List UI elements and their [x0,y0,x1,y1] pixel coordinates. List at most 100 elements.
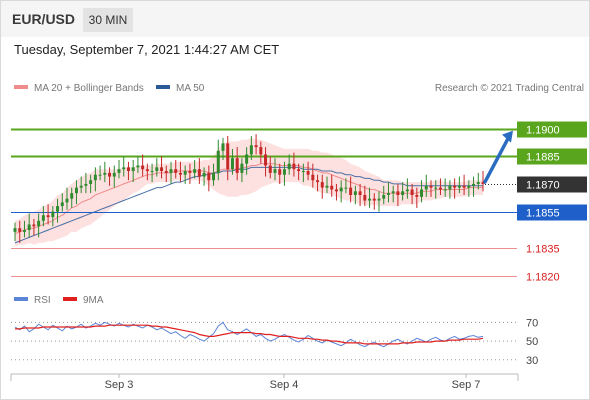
candle-body [316,180,320,183]
candle-body [245,154,249,164]
candle-body [368,198,372,201]
candle-body [37,220,41,227]
candle-body [117,169,121,173]
ma20-legend-swatch [14,85,28,89]
candle-body [391,191,395,194]
candle-body [174,169,178,173]
timeframe-button[interactable]: 30 MIN [83,8,133,32]
candle-body [268,165,272,173]
candle-body [273,169,277,173]
candle-body [448,185,452,190]
candle-body [330,185,334,190]
candle-body [169,169,173,173]
candle-body [207,172,211,181]
candle-body [254,145,258,148]
rsi-legend-label: RSI [34,295,51,306]
candle-body [358,191,362,195]
candle-body [131,167,135,172]
candle-body [178,172,182,175]
resistance-tag [517,121,587,138]
candle-body [32,224,36,227]
candle-body [18,228,22,232]
candle-body [22,230,26,232]
candle-body [65,198,69,203]
candle-body [325,185,329,188]
candle-body [472,183,476,186]
ma50-legend-swatch [156,85,170,89]
candle-body [386,193,390,195]
rsi-ma-legend-label: 9MA [83,295,104,306]
timestamp: Tuesday, September 7, 2021 1:44:27 AM CE… [14,42,280,57]
candle-body [410,189,414,195]
candle-body [453,185,457,188]
candle-body [353,191,357,195]
candle-body [424,185,428,190]
candle-body [401,191,405,195]
candle-body [278,169,282,175]
candle-body [160,167,164,172]
candle-body [434,187,438,189]
ma50-legend-label: MA 50 [176,83,205,94]
candle-body [297,169,301,172]
candle-body [467,185,471,188]
candle-body [89,180,93,184]
candle-body [145,169,149,172]
candle-body [306,171,310,175]
bollinger-band [15,137,483,247]
candle-body [457,185,461,188]
top-bar: EUR/USD 30 MIN [1,1,589,37]
candle-body [377,198,381,201]
candle-body [74,187,78,194]
candle-body [438,187,442,190]
candle-body [202,172,206,177]
rsi-legend-swatch [14,297,28,301]
candle-body [122,167,126,170]
secondary-support-label: 1.1835 [526,244,560,256]
candle-body [349,187,353,195]
candle-body [41,215,45,221]
candle-body [339,187,343,192]
x-tick-label: Sep 3 [105,379,134,391]
resistance-label: 1.1900 [526,125,560,137]
support-tag [517,204,587,221]
candle-body [320,182,324,188]
x-tick-label: Sep 7 [452,379,481,391]
candle-body [108,172,112,177]
ma20-line [14,163,483,235]
candle-body [112,172,116,177]
x-tick-label: Sep 4 [270,379,299,391]
secondary-support-label: 1.1820 [526,272,560,284]
symbol-label: EUR/USD [12,11,76,27]
candle-body [476,182,480,184]
credit-label: Research © 2021 Trading Central [435,83,584,94]
forecast-arrow-shaft [483,134,511,184]
candle-body [221,143,225,151]
candle-body [212,172,216,181]
candle-body [98,174,102,176]
candle-body [13,228,17,232]
candle-body [93,174,97,181]
candle-body [429,185,433,188]
candle-body [249,145,253,155]
candle-body [164,171,168,173]
candle-body [216,150,220,173]
candle-body [84,183,88,186]
rsi-ma-line [15,324,484,345]
candle-body [372,198,376,201]
candle-body [197,169,201,177]
candle-body [230,158,234,170]
candle-body [301,171,305,173]
rsi-ma-legend-swatch [63,297,77,301]
candle-body [103,172,107,175]
candle-body [334,189,338,192]
candle-body [155,167,159,172]
candle-body [183,171,187,175]
candle-body [226,143,230,170]
candle-body [344,187,348,189]
candle-body [420,189,424,197]
current-price-label: 1.1870 [526,180,560,192]
candle-body [443,189,447,191]
candle-body [396,191,400,195]
candle-body [126,167,130,172]
candle-body [481,182,485,184]
